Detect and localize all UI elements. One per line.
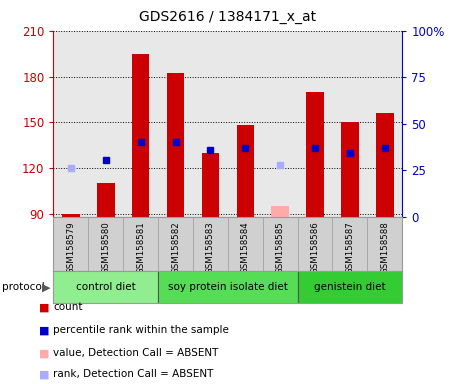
Text: protocol: protocol [2, 282, 45, 292]
Text: GSM158584: GSM158584 [241, 221, 250, 274]
Text: GSM158579: GSM158579 [66, 221, 75, 274]
Bar [306, 92, 324, 217]
Text: soy protein isolate diet: soy protein isolate diet [168, 282, 288, 292]
Text: GSM158582: GSM158582 [171, 221, 180, 274]
Text: GDS2616 / 1384171_x_at: GDS2616 / 1384171_x_at [140, 10, 316, 23]
Bar [167, 73, 184, 217]
Text: ■: ■ [39, 369, 49, 379]
Bar [341, 122, 359, 217]
Text: value, Detection Call = ABSENT: value, Detection Call = ABSENT [53, 348, 219, 358]
Bar [132, 54, 149, 217]
Text: control diet: control diet [76, 282, 136, 292]
Bar [53, 271, 158, 303]
Text: ■: ■ [39, 348, 49, 358]
Text: count: count [53, 302, 83, 312]
Text: rank, Detection Call = ABSENT: rank, Detection Call = ABSENT [53, 369, 214, 379]
Text: percentile rank within the sample: percentile rank within the sample [53, 325, 229, 335]
Bar [376, 113, 393, 217]
Bar [158, 271, 298, 303]
Text: GSM158583: GSM158583 [206, 221, 215, 274]
Text: GSM158585: GSM158585 [276, 221, 285, 274]
Text: ▶: ▶ [42, 282, 50, 292]
Text: ■: ■ [39, 325, 49, 335]
Bar [97, 184, 114, 217]
Text: GSM158587: GSM158587 [345, 221, 354, 274]
Text: ■: ■ [39, 302, 49, 312]
Text: GSM158586: GSM158586 [311, 221, 319, 274]
Text: GSM158588: GSM158588 [380, 221, 389, 274]
Bar [237, 125, 254, 217]
Bar [298, 271, 402, 303]
Bar [272, 206, 289, 217]
Text: genistein diet: genistein diet [314, 282, 386, 292]
Text: GSM158580: GSM158580 [101, 221, 110, 274]
Bar [62, 214, 80, 217]
Text: GSM158581: GSM158581 [136, 221, 145, 274]
Bar [202, 153, 219, 217]
